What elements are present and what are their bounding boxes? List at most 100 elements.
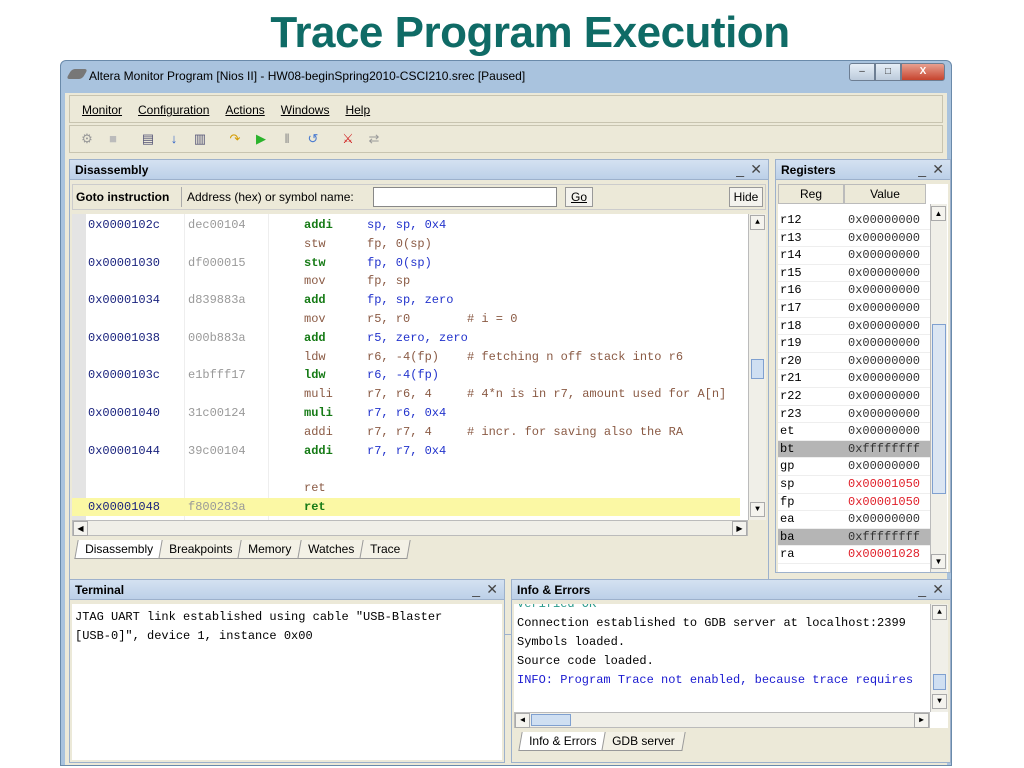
disassembly-row[interactable]: mov fp, sp <box>72 272 740 290</box>
register-row-sp[interactable]: sp 0x00001050 <box>778 476 930 494</box>
minimize-button[interactable]: – <box>849 63 875 81</box>
close-panel-icon[interactable]: ✕ <box>932 581 944 597</box>
scroll-right-icon[interactable]: ▶ <box>914 713 929 728</box>
disassembly-row[interactable]: 0x00001040 31c00124 muli r7, r6, 0x4 <box>72 404 740 422</box>
scroll-thumb[interactable] <box>933 674 946 690</box>
refresh-icon[interactable]: ⇄ <box>368 131 380 146</box>
info-output[interactable]: Verified OK Connection established to GDB… <box>514 604 948 728</box>
register-row-r12[interactable]: r12 0x00000000 <box>778 212 930 230</box>
disassembly-horizontal-scrollbar[interactable]: ◀ ▶ <box>72 520 748 536</box>
minimize-panel-icon[interactable]: _ <box>918 161 926 177</box>
register-row-r20[interactable]: r20 0x00000000 <box>778 353 930 371</box>
scroll-down-icon[interactable]: ▼ <box>931 554 946 569</box>
register-row-r22[interactable]: r22 0x00000000 <box>778 388 930 406</box>
disassembly-view[interactable]: 0x0000102c dec00104 addi sp, sp, 0x4 stw fp, … <box>72 214 766 520</box>
disassembly-row[interactable]: ret <box>72 479 740 497</box>
column-header-reg[interactable]: Reg <box>778 184 844 204</box>
scroll-up-icon[interactable]: ▲ <box>750 215 765 230</box>
close-panel-icon[interactable]: ✕ <box>750 161 762 177</box>
tab-breakpoints[interactable]: Breakpoints <box>158 540 244 559</box>
register-row-r17[interactable]: r17 0x00000000 <box>778 300 930 318</box>
register-row-r13[interactable]: r13 0x00000000 <box>778 230 930 248</box>
terminal-line: JTAG UART link established using cable "… <box>75 610 443 624</box>
scroll-left-icon[interactable]: ◀ <box>73 521 88 536</box>
close-panel-icon[interactable]: ✕ <box>486 581 498 597</box>
compile-load-icon[interactable]: ▥ <box>193 131 207 146</box>
scroll-thumb[interactable] <box>531 714 571 726</box>
disassembly-row[interactable]: 0x00001038 000b883a add r5, zero, zero <box>72 329 740 347</box>
registers-scrollbar[interactable]: ▲ ▼ <box>930 204 947 572</box>
register-row-bt[interactable]: bt 0xffffffff <box>778 440 930 459</box>
register-row-gp[interactable]: gp 0x00000000 <box>778 458 930 476</box>
step-over-icon[interactable]: ↷ <box>229 131 241 146</box>
disassembly-row[interactable]: addi r7, r7, 4 # incr. for saving also the… <box>72 423 740 441</box>
register-row-r15[interactable]: r15 0x00000000 <box>778 265 930 283</box>
disassembly-row[interactable]: muli r7, r6, 4 # 4*n is in r7, amount used… <box>72 385 740 403</box>
operands: r6, -4(fp) <box>367 368 440 383</box>
menu-configuration[interactable]: Configuration <box>138 98 209 122</box>
pause-icon[interactable]: ‖ <box>284 131 290 146</box>
register-row-r23[interactable]: r23 0x00000000 <box>778 406 930 424</box>
register-row-et[interactable]: et 0x00000000 <box>778 423 930 441</box>
continue-icon[interactable]: ▶ <box>256 131 266 146</box>
menu-monitor[interactable]: Monitor <box>82 98 122 122</box>
register-row-r19[interactable]: r19 0x00000000 <box>778 335 930 353</box>
scroll-thumb[interactable] <box>932 324 946 494</box>
menu-help[interactable]: Help <box>345 98 370 122</box>
disassembly-row[interactable]: ldw r6, -4(fp) # fetching n off stack into… <box>72 348 740 366</box>
register-row-r16[interactable]: r16 0x00000000 <box>778 282 930 300</box>
scroll-down-icon[interactable]: ▼ <box>932 694 947 709</box>
scroll-up-icon[interactable]: ▲ <box>932 605 947 620</box>
restart-icon[interactable]: ↺ <box>307 131 319 146</box>
disassembly-row[interactable]: 0x00001044 39c00104 addi r7, r7, 0x4 <box>72 442 740 460</box>
disassembly-row[interactable]: 0x0000103c e1bfff17 ldw r6, -4(fp) <box>72 366 740 384</box>
menu-windows[interactable]: Windows <box>281 98 330 122</box>
hide-button[interactable]: Hide <box>729 187 763 207</box>
disassembly-row[interactable]: 0x00001048 f800283a ret <box>72 498 740 516</box>
register-row-r18[interactable]: r18 0x00000000 <box>778 318 930 336</box>
register-value: 0x00000000 <box>848 424 921 439</box>
close-button[interactable]: X <box>901 63 945 81</box>
tab-gdb-server[interactable]: GDB server <box>601 732 686 751</box>
scroll-left-icon[interactable]: ◀ <box>515 713 530 728</box>
disassembly-row[interactable]: mov r5, r0 # i = 0 <box>72 310 740 328</box>
tab-info-errors[interactable]: Info & Errors <box>518 732 608 751</box>
register-row-ea[interactable]: ea 0x00000000 <box>778 511 930 529</box>
download-icon[interactable]: ↓ <box>170 131 178 146</box>
scroll-right-icon[interactable]: ▶ <box>732 521 747 536</box>
tab-watches[interactable]: Watches <box>297 540 365 559</box>
minimize-panel-icon[interactable]: _ <box>472 581 480 597</box>
disassembly-row[interactable]: 0x00001030 df000015 stw fp, 0(sp) <box>72 254 740 272</box>
register-row-fp[interactable]: fp 0x00001050 <box>778 494 930 512</box>
document-icon[interactable]: ■ <box>109 131 117 146</box>
minimize-panel-icon[interactable]: _ <box>918 581 926 597</box>
tab-disassembly[interactable]: Disassembly <box>74 540 164 559</box>
info-horizontal-scrollbar[interactable]: ◀ ▶ <box>514 712 930 728</box>
register-row-ra[interactable]: ra 0x00001028 <box>778 546 930 564</box>
scroll-down-icon[interactable]: ▼ <box>750 502 765 517</box>
connect-icon[interactable]: ⚙ <box>81 131 93 146</box>
column-header-value[interactable]: Value <box>844 184 926 204</box>
compile-icon[interactable]: ▤ <box>141 131 155 146</box>
disconnect-icon[interactable]: ⚔ <box>342 131 354 146</box>
close-panel-icon[interactable]: ✕ <box>932 161 944 177</box>
register-row-ba[interactable]: ba 0xffffffff <box>778 528 930 547</box>
go-button[interactable]: Go <box>565 187 593 207</box>
info-vertical-scrollbar[interactable]: ▲ ▼ <box>930 604 948 712</box>
disassembly-row[interactable]: 0x0000102c dec00104 addi sp, sp, 0x4 <box>72 216 740 234</box>
disassembly-row[interactable]: 0x00001034 d839883a add fp, sp, zero <box>72 291 740 309</box>
scroll-up-icon[interactable]: ▲ <box>931 206 946 221</box>
tab-memory[interactable]: Memory <box>237 540 303 559</box>
address-input[interactable] <box>373 187 557 207</box>
disassembly-row[interactable] <box>72 460 740 478</box>
minimize-panel-icon[interactable]: _ <box>736 161 744 177</box>
register-row-r21[interactable]: r21 0x00000000 <box>778 370 930 388</box>
terminal-output[interactable]: JTAG UART link established using cable "… <box>72 604 502 760</box>
register-row-r14[interactable]: r14 0x00000000 <box>778 247 930 265</box>
tab-trace[interactable]: Trace <box>359 540 411 559</box>
disassembly-row[interactable]: stw fp, 0(sp) <box>72 235 740 253</box>
menu-actions[interactable]: Actions <box>225 98 264 122</box>
maximize-button[interactable]: □ <box>875 63 901 81</box>
scroll-thumb[interactable] <box>751 359 764 379</box>
disassembly-vertical-scrollbar[interactable]: ▲ ▼ <box>748 214 766 520</box>
